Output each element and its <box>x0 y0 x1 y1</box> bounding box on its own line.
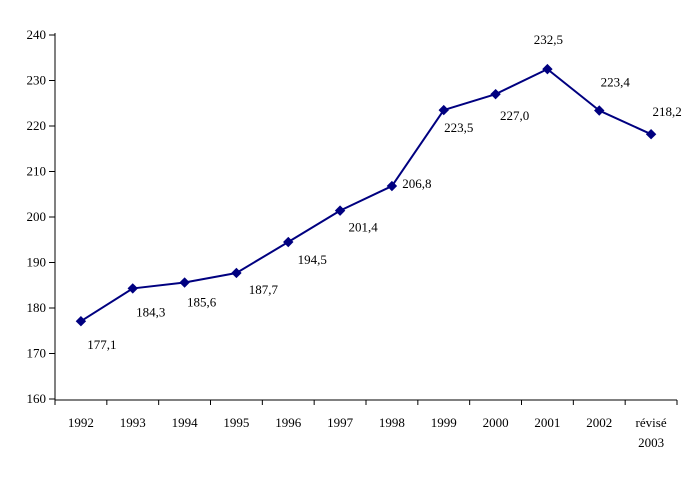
data-point-label: 218,2 <box>652 104 681 119</box>
data-point-marker <box>75 315 87 327</box>
x-category-label: 1993 <box>120 415 146 430</box>
x-category-label: 1992 <box>68 415 94 430</box>
data-point-label: 187,7 <box>249 282 279 297</box>
y-tick-label: 200 <box>27 209 47 224</box>
data-point-marker <box>386 180 398 192</box>
data-point-marker <box>594 105 605 116</box>
data-point-label: 223,5 <box>444 120 473 135</box>
data-point-label: 223,4 <box>601 75 631 90</box>
x-category-label: 2002 <box>586 415 612 430</box>
x-category-label: 1994 <box>172 415 199 430</box>
data-point-label: 227,0 <box>500 108 529 123</box>
data-point-marker <box>283 236 294 248</box>
y-tick-label: 190 <box>27 255 47 270</box>
data-point-marker <box>438 104 449 116</box>
x-category-label: 1996 <box>275 415 302 430</box>
data-point-marker <box>542 63 553 75</box>
data-point-marker <box>231 267 242 279</box>
x-category-label: 2000 <box>483 415 509 430</box>
x-category-label: 2001 <box>534 415 560 430</box>
x-category-label: 1998 <box>379 415 405 430</box>
y-tick-label: 160 <box>27 391 47 406</box>
data-point-marker <box>645 128 657 140</box>
data-point-label: 206,8 <box>402 176 431 191</box>
y-tick-label: 180 <box>27 300 47 315</box>
data-point-label: 185,6 <box>187 295 217 310</box>
data-point-label: 184,3 <box>136 304 165 319</box>
x-category-label: 1995 <box>223 415 249 430</box>
data-series-line <box>80 68 652 323</box>
data-point-marker <box>490 88 501 100</box>
data-point-marker <box>127 283 138 294</box>
data-point-label: 232,5 <box>534 32 563 47</box>
data-point-label: 201,4 <box>348 220 378 235</box>
y-tick-label: 170 <box>27 346 47 361</box>
y-tick-label: 230 <box>27 73 47 88</box>
data-point-label: 194,5 <box>298 252 327 267</box>
x-category-label: révisé <box>636 415 667 430</box>
y-tick-label: 240 <box>27 27 47 42</box>
data-point-marker <box>334 205 346 216</box>
y-tick-label: 220 <box>27 118 47 133</box>
x-category-label: 2003 <box>638 435 664 450</box>
data-point-label: 177,1 <box>87 337 116 352</box>
x-category-label: 1997 <box>327 415 354 430</box>
x-category-label: 1999 <box>431 415 457 430</box>
data-point-marker <box>179 277 190 288</box>
y-tick-label: 210 <box>27 164 47 179</box>
